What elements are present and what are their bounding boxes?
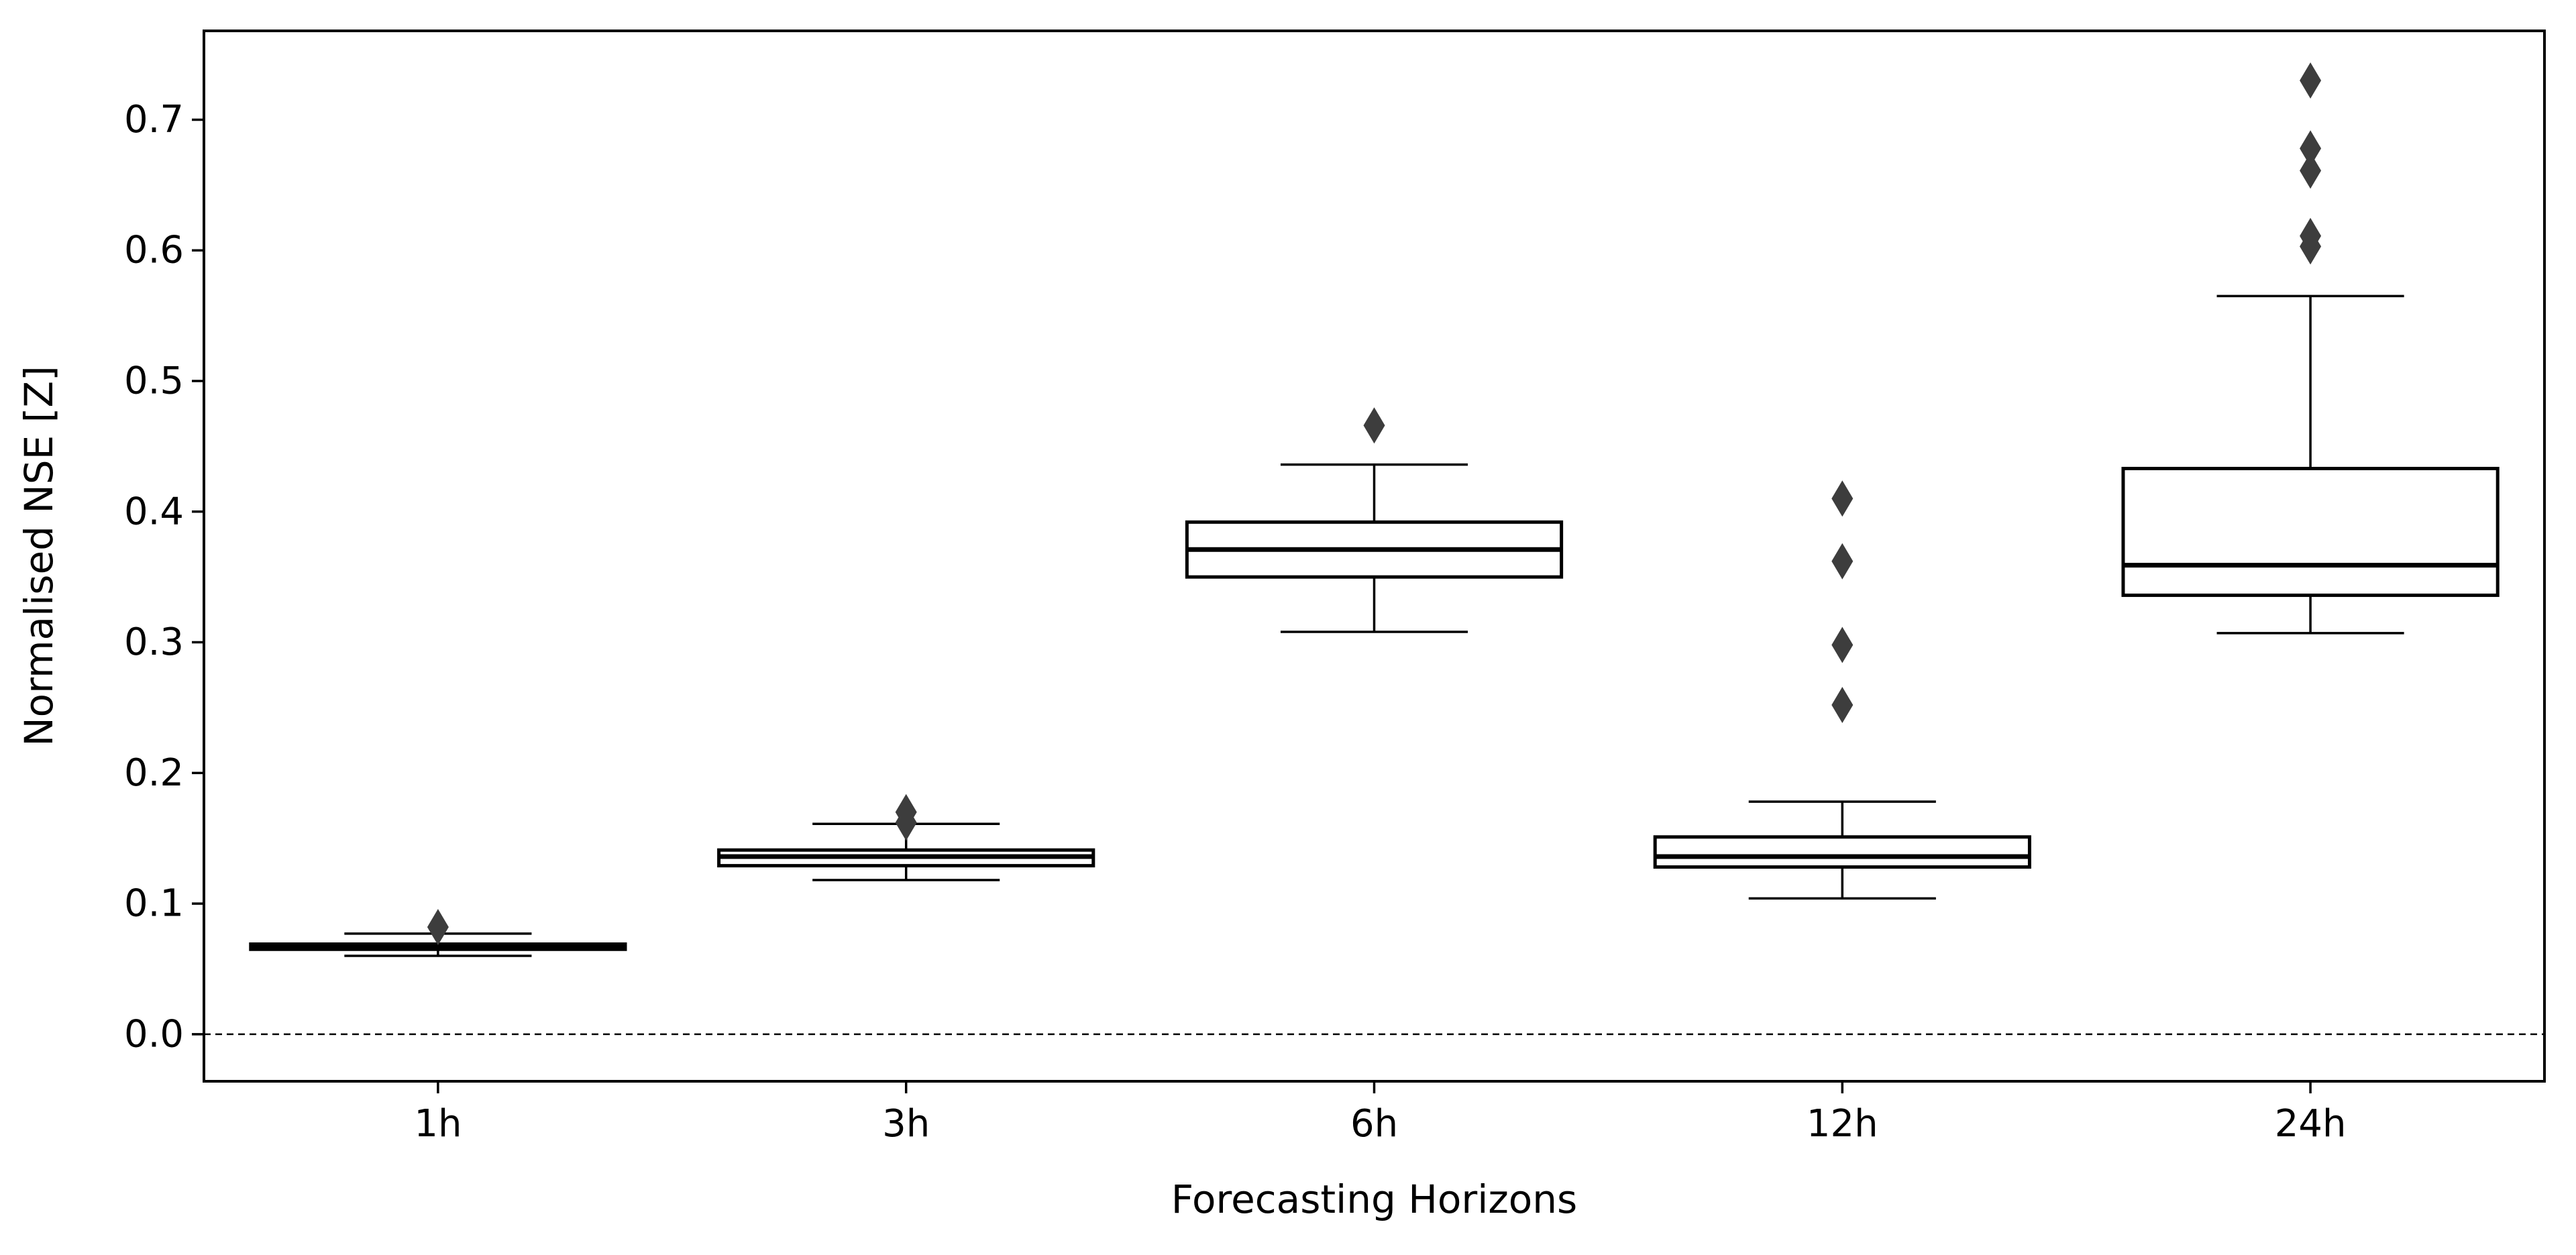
outlier-point — [2300, 130, 2322, 167]
outlier-point — [1831, 687, 1854, 724]
x-axis-label: Forecasting Horizons — [1171, 1177, 1578, 1222]
x-tick-label: 6h — [1350, 1102, 1398, 1146]
outlier-point — [895, 804, 917, 841]
outlier-point — [1363, 407, 1385, 444]
y-tick-label: 0.3 — [124, 620, 184, 664]
box-12h — [1653, 480, 2031, 900]
outlier-point — [2300, 152, 2322, 189]
y-tick-label: 0.5 — [124, 360, 184, 403]
y-tick-label: 0.2 — [124, 751, 184, 795]
y-tick-label: 0.6 — [124, 229, 184, 272]
y-tick-label: 0.1 — [124, 882, 184, 926]
plot-frame — [203, 30, 2546, 1083]
plot-area — [204, 62, 2544, 1036]
box-3h — [717, 794, 1095, 881]
box-6h — [1185, 407, 1564, 633]
outlier-point — [1831, 626, 1854, 663]
outlier-point — [2300, 62, 2322, 99]
x-tick-label: 1h — [414, 1102, 462, 1146]
x-tick-label: 3h — [882, 1102, 930, 1146]
y-axis-label: Normalised NSE [Z] — [16, 366, 62, 746]
outlier-point — [1831, 480, 1854, 517]
box-body — [1653, 835, 2031, 869]
box-body — [2121, 467, 2500, 597]
y-tick-label: 0.7 — [124, 98, 184, 142]
x-tick-label: 24h — [2275, 1102, 2347, 1146]
outlier-point — [1831, 543, 1854, 580]
x-tick-label: 12h — [1807, 1102, 1878, 1146]
outlier-point — [2300, 217, 2322, 254]
x-axis: 1h 3h 6h 12h 24h — [414, 1081, 2346, 1146]
box-1h — [249, 909, 627, 957]
y-tick-label: 0.0 — [124, 1012, 184, 1056]
y-axis: 0.0 0.1 0.2 0.3 0.4 0.5 0.6 0.7 — [124, 98, 204, 1056]
outlier-point — [427, 909, 449, 946]
y-tick-label: 0.4 — [124, 490, 184, 533]
box-24h — [2121, 62, 2500, 635]
